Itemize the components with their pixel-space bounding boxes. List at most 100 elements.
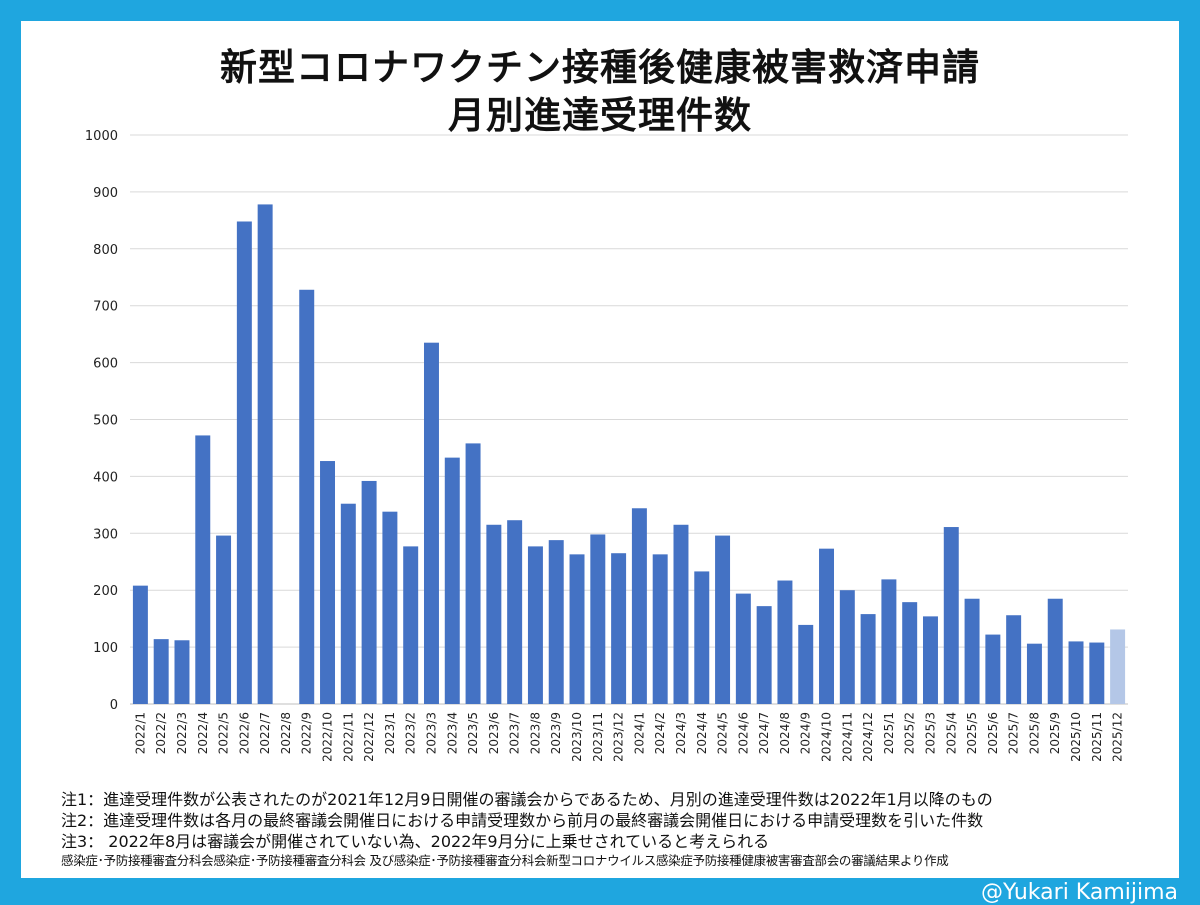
bar xyxy=(881,579,896,704)
x-tick-label: 2024/3 xyxy=(674,712,688,754)
note-1: 注1：進達受理件数が公表されたのが2021年12月9日開催の審議会からであるため… xyxy=(61,789,993,810)
x-tick-label: 2023/10 xyxy=(570,712,584,762)
bar xyxy=(1069,641,1084,704)
note-3: 注3： 2022年8月は審議会が開催されていない為、2022年9月分に上乗せされ… xyxy=(61,831,993,852)
y-tick-label: 100 xyxy=(93,641,118,656)
x-tick-label: 2025/4 xyxy=(944,712,958,754)
x-tick-label: 2024/11 xyxy=(840,712,854,762)
x-tick-label: 2024/12 xyxy=(861,712,875,762)
bar xyxy=(362,481,377,704)
y-tick-label: 600 xyxy=(93,357,118,372)
bar xyxy=(424,343,439,704)
bar xyxy=(341,504,356,704)
bar xyxy=(466,443,481,704)
bar xyxy=(320,461,335,704)
x-tick-label: 2022/4 xyxy=(196,712,210,754)
bar xyxy=(653,554,668,704)
x-tick-label: 2024/9 xyxy=(799,712,813,754)
bar xyxy=(819,549,834,704)
y-tick-label: 300 xyxy=(93,527,118,542)
bar xyxy=(861,614,876,704)
x-tick-label: 2024/8 xyxy=(778,712,792,754)
bar xyxy=(1089,643,1104,704)
x-tick-label: 2022/9 xyxy=(300,712,314,754)
y-tick-label: 400 xyxy=(93,470,118,485)
note-2: 注2：進達受理件数は各月の最終審議会開催日における申請受理数から前月の最終審議会… xyxy=(61,810,993,831)
x-tick-label: 2025/5 xyxy=(965,712,979,754)
x-tick-label: 2022/8 xyxy=(279,712,293,754)
x-tick-label: 2025/6 xyxy=(986,712,1000,754)
x-tick-label: 2022/1 xyxy=(133,712,147,754)
x-tick-label: 2025/11 xyxy=(1090,712,1104,762)
y-tick-label: 900 xyxy=(93,186,118,201)
y-tick-label: 1000 xyxy=(85,129,118,144)
bar xyxy=(902,602,917,704)
bar xyxy=(1048,599,1063,704)
bar xyxy=(216,536,231,704)
x-tick-label: 2024/10 xyxy=(820,712,834,762)
bar xyxy=(944,527,959,704)
x-tick-label: 2024/5 xyxy=(716,712,730,754)
x-tick-label: 2022/11 xyxy=(341,712,355,762)
y-tick-label: 800 xyxy=(93,243,118,258)
x-tick-label: 2022/12 xyxy=(362,712,376,762)
y-tick-label: 0 xyxy=(110,698,118,713)
bar xyxy=(154,639,169,704)
bar xyxy=(570,554,585,704)
bar xyxy=(590,534,605,704)
bar xyxy=(632,508,647,704)
bar xyxy=(798,625,813,704)
bar xyxy=(486,525,501,704)
bar xyxy=(258,204,273,704)
bar xyxy=(1006,615,1021,704)
bar xyxy=(611,553,626,704)
x-tick-label: 2024/6 xyxy=(736,712,750,754)
x-tick-label: 2023/1 xyxy=(383,712,397,754)
x-tick-label: 2023/7 xyxy=(508,712,522,754)
bar xyxy=(133,586,148,704)
x-tick-label: 2023/3 xyxy=(424,712,438,754)
x-tick-label: 2023/4 xyxy=(445,712,459,754)
x-tick-label: 2025/3 xyxy=(923,712,937,754)
bar xyxy=(299,290,314,704)
x-tick-label: 2025/10 xyxy=(1069,712,1083,762)
notes-block: 注1：進達受理件数が公表されたのが2021年12月9日開催の審議会からであるため… xyxy=(61,789,993,870)
x-tick-label: 2025/2 xyxy=(903,712,917,754)
x-tick-label: 2022/6 xyxy=(237,712,251,754)
x-tick-label: 2024/2 xyxy=(653,712,667,754)
bar xyxy=(1027,644,1042,704)
bar xyxy=(715,536,730,704)
bar xyxy=(382,512,397,704)
bar xyxy=(528,546,543,704)
bar xyxy=(403,546,418,704)
x-tick-label: 2022/10 xyxy=(321,712,335,762)
bar xyxy=(1110,629,1125,704)
x-tick-label: 2023/8 xyxy=(528,712,542,754)
bar xyxy=(757,606,772,704)
bar xyxy=(985,635,1000,704)
x-tick-label: 2024/4 xyxy=(695,712,709,754)
x-tick-label: 2023/5 xyxy=(466,712,480,754)
bar xyxy=(736,594,751,704)
x-tick-label: 2023/9 xyxy=(549,712,563,754)
y-tick-label: 700 xyxy=(93,300,118,315)
bar xyxy=(237,221,252,704)
x-tick-label: 2024/1 xyxy=(632,712,646,754)
x-tick-label: 2023/2 xyxy=(404,712,418,754)
bar xyxy=(777,581,792,704)
bar xyxy=(923,616,938,704)
bar xyxy=(694,571,709,704)
x-tick-label: 2025/8 xyxy=(1027,712,1041,754)
source-note: 感染症･予防接種審査分科会感染症･予防接種審査分科会 及び感染症･予防接種審査分… xyxy=(61,852,993,870)
x-tick-label: 2024/7 xyxy=(757,712,771,754)
x-tick-label: 2025/9 xyxy=(1048,712,1062,754)
bar xyxy=(195,435,210,704)
x-tick-label: 2025/12 xyxy=(1111,712,1125,762)
x-tick-label: 2022/3 xyxy=(175,712,189,754)
bar xyxy=(507,520,522,704)
bar xyxy=(549,540,564,704)
x-tick-label: 2022/2 xyxy=(154,712,168,754)
bar xyxy=(673,525,688,704)
